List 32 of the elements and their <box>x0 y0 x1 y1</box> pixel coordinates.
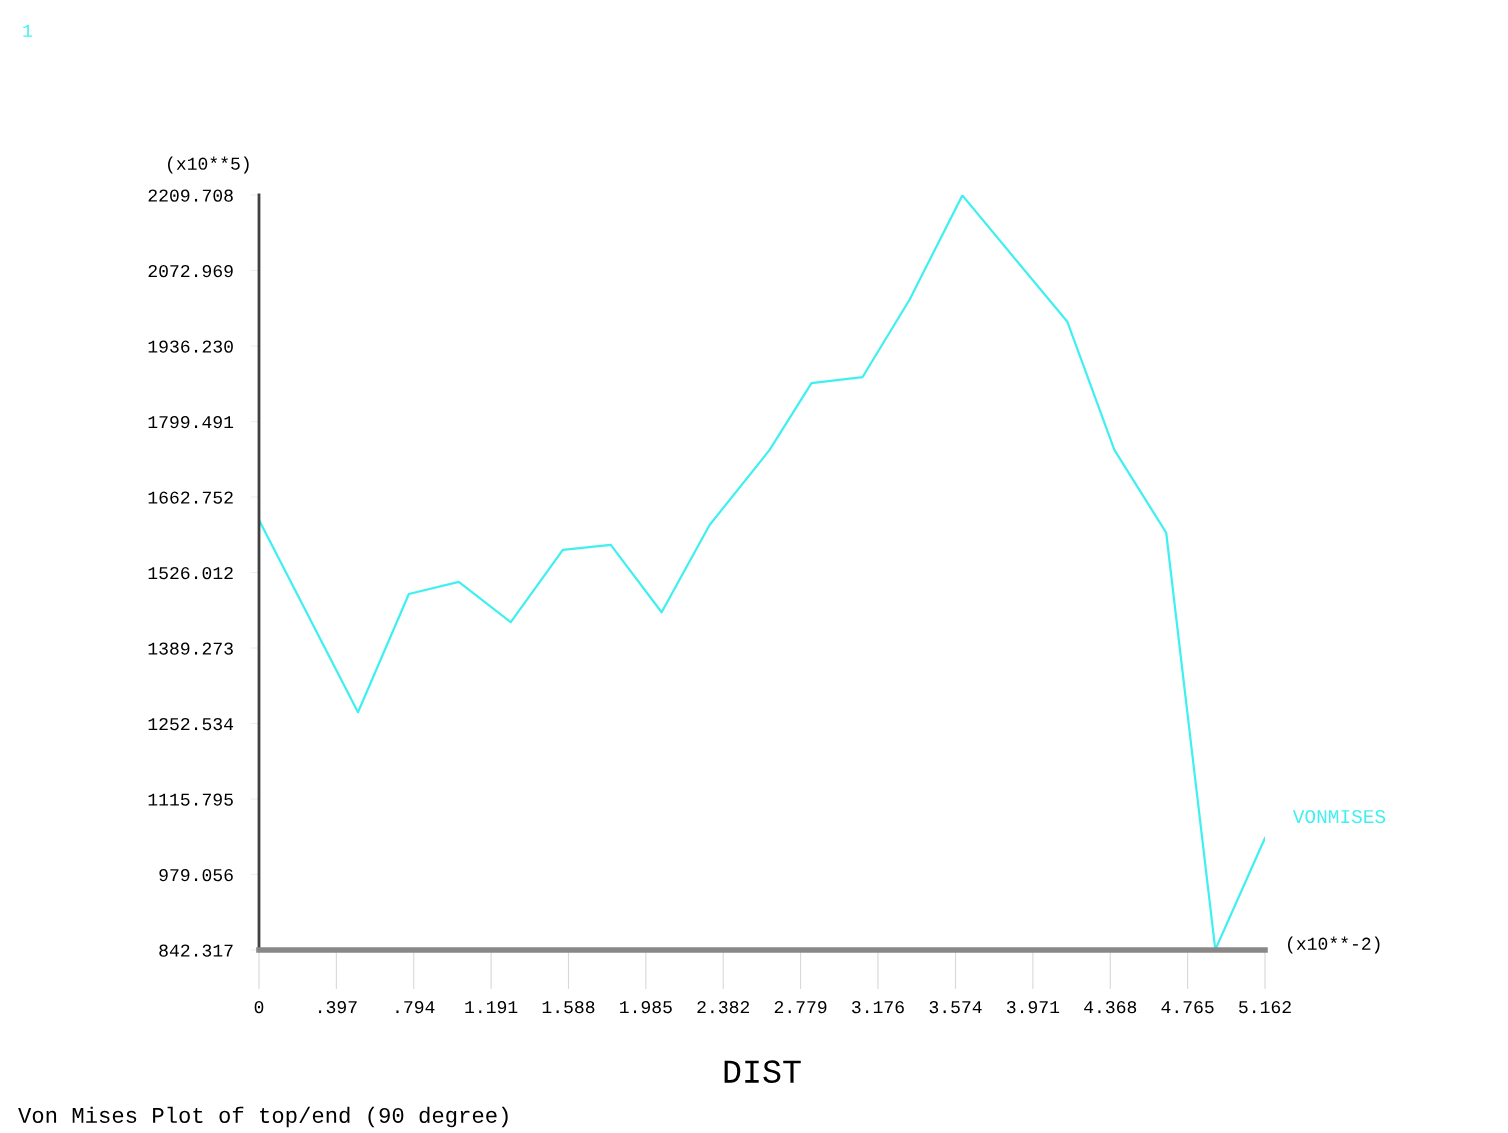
text: 1 <box>23 24 32 37</box>
y-tick-label: 1526.012 <box>148 566 233 580</box>
x-tick-label: 1.985 <box>620 1001 672 1014</box>
x-tick-label: 0 <box>254 1001 264 1014</box>
x-tick-label: 1.588 <box>542 1001 595 1014</box>
x-tick-label: 2.779 <box>774 1001 827 1014</box>
y-tick-label: 979.056 <box>159 868 233 882</box>
x-tick-label: .397 <box>319 1001 357 1014</box>
text: (x10**-2) <box>1288 936 1380 954</box>
y-tick-label: 1115.795 <box>148 793 233 806</box>
x-tick-label: 4.368 <box>1084 1001 1137 1014</box>
y-tick-label: 1662.752 <box>148 491 233 504</box>
y-tick-label: 2209.708 <box>148 189 233 202</box>
text: (x10**5) <box>168 156 249 174</box>
y-tick-label: 1799.491 <box>148 415 234 429</box>
y-tick-label: 1252.534 <box>148 717 234 731</box>
y-tick-label: 842.317 <box>159 944 233 957</box>
x-tick-label: 2.382 <box>697 1001 750 1014</box>
x-tick-label: 3.176 <box>852 1001 904 1014</box>
series-label: VONMISES <box>1292 809 1386 824</box>
line-series <box>259 195 1265 950</box>
x-tick-label: .794 <box>396 1001 435 1014</box>
x-tick-label: 1.191 <box>465 1001 518 1014</box>
x-tick-label: 3.574 <box>929 1001 982 1014</box>
y-tick-label: 1389.273 <box>148 642 233 655</box>
y-tick-label: 1936.230 <box>148 340 233 353</box>
x-axis-title: DIST <box>724 1060 801 1083</box>
x-tick-label: 4.765 <box>1161 1001 1214 1014</box>
text: Von Mises Plot of top/end (90 degree) <box>18 1106 508 1128</box>
x-tick-label: 3.971 <box>1006 1001 1060 1014</box>
x-tick-label: 5.162 <box>1239 1001 1291 1014</box>
y-tick-label: 2072.969 <box>148 264 233 278</box>
